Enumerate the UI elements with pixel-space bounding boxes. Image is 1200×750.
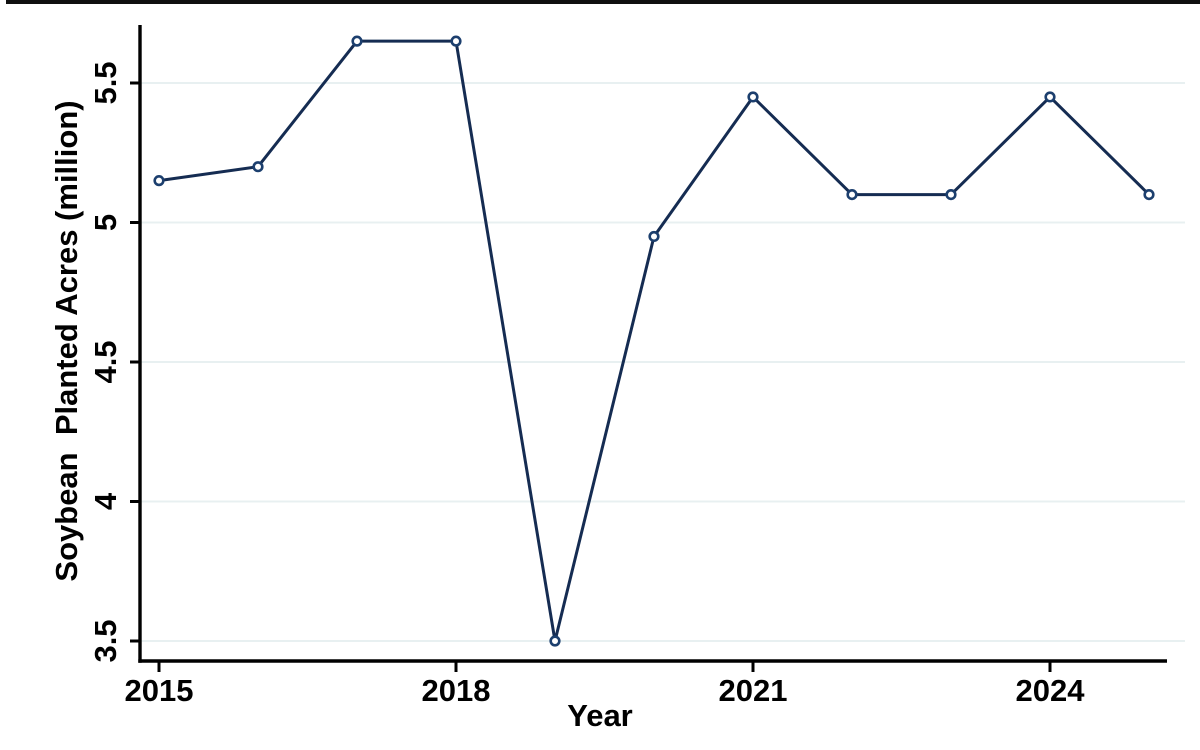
data-point-2019 bbox=[549, 635, 561, 647]
y-tick-label-5: 5 bbox=[88, 214, 123, 231]
axes: 3.5 4 4.5 5 5.5 2015 2018 2021 2024 bbox=[88, 25, 1167, 708]
data-point-2015 bbox=[153, 175, 165, 187]
data-point-2023 bbox=[945, 189, 957, 201]
x-tick-label-2021: 2021 bbox=[719, 673, 788, 708]
y-tick-label-3.5: 3.5 bbox=[88, 619, 123, 662]
data-point-2018 bbox=[450, 35, 462, 47]
window-top-border bbox=[6, 0, 1200, 4]
x-tick-label-2024: 2024 bbox=[1016, 673, 1086, 708]
x-tick-label-2015: 2015 bbox=[125, 673, 194, 708]
data-point-2025 bbox=[1143, 189, 1155, 201]
y-tick-label-5.5: 5.5 bbox=[88, 61, 123, 104]
data-point-2021 bbox=[747, 91, 759, 103]
gridlines bbox=[140, 82, 1185, 642]
data-point-2017 bbox=[351, 35, 363, 47]
line-series bbox=[153, 35, 1155, 647]
data-point-2022 bbox=[846, 189, 858, 201]
data-point-2020 bbox=[648, 230, 660, 243]
data-line bbox=[157, 39, 1151, 643]
y-tick-label-4: 4 bbox=[88, 492, 123, 510]
y-tick-label-4.5: 4.5 bbox=[88, 340, 123, 383]
x-tick-label-2018: 2018 bbox=[422, 673, 491, 708]
data-point-2016 bbox=[252, 161, 264, 173]
x-axis-title: Year bbox=[567, 698, 633, 733]
y-axis-title: Soybean Planted Acres (million) bbox=[49, 100, 84, 581]
data-point-2024 bbox=[1044, 91, 1056, 103]
